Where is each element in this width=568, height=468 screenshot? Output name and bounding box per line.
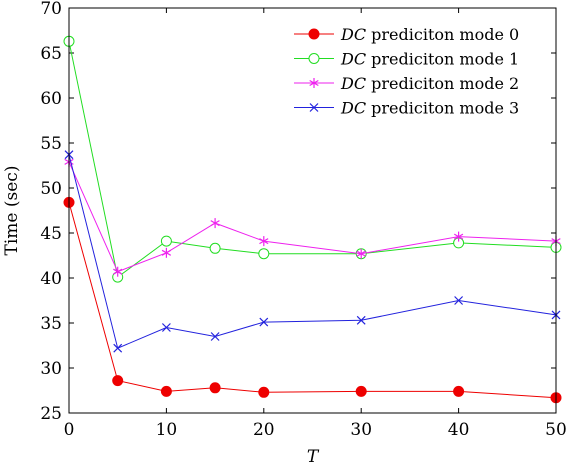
series-3 [64, 150, 561, 353]
series-line-2 [68, 161, 557, 273]
legend-label: DC prediciton mode 2 [340, 74, 519, 93]
y-axis-label: Time (sec) [2, 166, 22, 256]
data-point-1-3 [209, 242, 221, 254]
y-tick-label: 25 [40, 404, 62, 424]
data-point-1-4 [258, 248, 270, 260]
legend-item-2: DC prediciton mode 2 [294, 74, 519, 93]
series-line-3 [68, 154, 557, 349]
data-point-0-6 [453, 385, 465, 397]
data-point-2-2 [161, 247, 172, 258]
data-point-2-5 [356, 248, 366, 259]
y-tick-label: 50 [40, 179, 62, 199]
data-point-0-3 [209, 382, 221, 394]
data-point-3-6 [454, 296, 464, 305]
data-point-3-2 [161, 323, 171, 332]
series-line-1 [68, 41, 557, 278]
data-point-0-4 [258, 386, 270, 398]
data-point-3-1 [113, 343, 123, 353]
data-point-2-6 [453, 231, 464, 242]
ticks-layer: 0 10 20 30 40 50 25 30 35 40 45 50 55 60 65 70 [40, 0, 566, 440]
legend-label: DC prediciton mode 0 [340, 25, 519, 44]
y-tick-label: 30 [40, 359, 62, 379]
y-tick-label: 45 [40, 224, 62, 244]
y-tick-label: 35 [40, 314, 62, 334]
data-point-2-4 [259, 236, 269, 247]
legend-item-3: DC prediciton mode 3 [294, 99, 519, 118]
plot-area-frame [68, 7, 557, 414]
y-tick-label: 40 [40, 269, 62, 289]
x-tick-label: 0 [64, 420, 75, 440]
legend-item-1: DC prediciton mode 1 [294, 50, 519, 69]
x-tick-label: 10 [156, 420, 178, 440]
series-line-0 [68, 202, 557, 399]
y-tick-label: 60 [40, 89, 62, 109]
series-2 [64, 156, 561, 277]
legend-label: DC prediciton mode 1 [340, 50, 519, 69]
x-tick-label: 20 [253, 420, 275, 440]
legend-swatch-marker [309, 103, 319, 112]
y-tick-label: 55 [40, 134, 62, 154]
legend-swatch-marker [309, 78, 319, 88]
x-tick-label: 50 [545, 420, 567, 440]
legend: DC prediciton mode 0 DC prediciton mode 1… [294, 25, 519, 118]
x-axis-label: T [307, 447, 320, 467]
y-tick-label: 70 [40, 0, 62, 19]
data-point-3-5 [356, 315, 366, 325]
legend-swatch-marker [308, 53, 320, 64]
legend-label: DC prediciton mode 3 [340, 99, 519, 118]
legend-swatch-marker [308, 28, 320, 40]
series-0 [63, 196, 562, 404]
data-point-2-1 [113, 266, 123, 277]
x-tick-label: 30 [350, 420, 372, 440]
data-point-3-3 [210, 332, 220, 341]
data-point-0-5 [355, 385, 367, 397]
data-point-2-3 [210, 218, 220, 229]
x-tick-label: 40 [448, 420, 470, 440]
y-tick-label: 65 [40, 44, 62, 64]
data-point-0-1 [112, 375, 124, 387]
data-point-1-2 [160, 235, 172, 247]
legend-item-0: DC prediciton mode 0 [294, 25, 519, 44]
data-point-0-2 [160, 385, 172, 397]
data-point-3-4 [259, 317, 269, 327]
